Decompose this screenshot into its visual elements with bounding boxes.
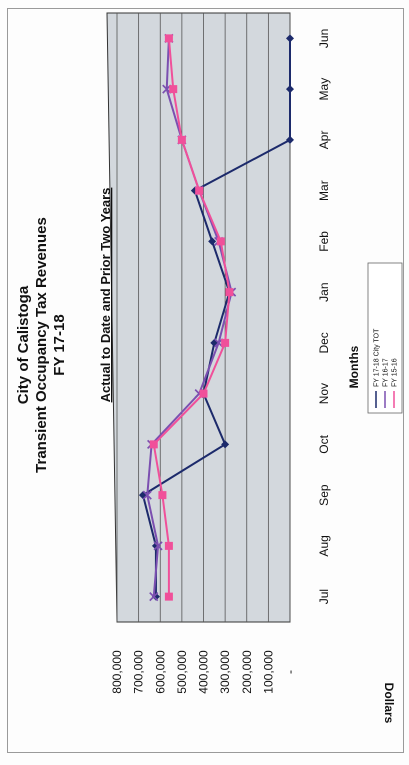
x-tick-label: Feb <box>317 231 331 252</box>
data-point <box>177 135 186 144</box>
series-line <box>146 38 233 597</box>
data-point <box>199 389 208 398</box>
series-line <box>152 38 231 597</box>
y-tick-label: 100,000 <box>261 650 275 694</box>
data-point <box>286 85 294 94</box>
legend-entry: FY 17-18 City TOT <box>374 328 381 387</box>
page-border <box>7 8 404 753</box>
data-point <box>149 592 159 602</box>
y-tick-label: 600,000 <box>153 650 167 694</box>
chart-title-line-1: City of Calistoga <box>15 285 32 404</box>
y-axis-label: Dollars <box>382 683 396 724</box>
data-point <box>142 490 152 500</box>
data-point <box>153 541 163 551</box>
chart-titles: City of Calistoga Transient Occupancy Ta… <box>15 217 68 473</box>
x-tick-label: Oct <box>317 434 331 453</box>
y-tick-label: 200,000 <box>240 650 254 694</box>
x-axis-label: Months <box>347 345 361 388</box>
chart-title-line-3: FY 17-18 <box>51 314 68 375</box>
data-point <box>221 440 230 449</box>
data-point <box>286 34 294 43</box>
data-point <box>164 34 173 43</box>
plot-background <box>106 12 291 623</box>
data-point <box>221 338 230 347</box>
x-tick-label: Aug <box>317 535 331 556</box>
x-tick-label: Mar <box>317 180 331 201</box>
data-point <box>164 592 173 601</box>
y-tick-label: 300,000 <box>218 650 232 694</box>
y-tick-label: 400,000 <box>197 650 211 694</box>
x-tick-label: May <box>317 78 331 101</box>
legend-entry: FY 16-17 <box>383 358 390 387</box>
x-tick-label: Dec <box>317 332 331 353</box>
y-tick-label: - <box>283 670 297 674</box>
x-tick-label: Jul <box>317 589 331 604</box>
y-tick-label: 800,000 <box>110 650 124 694</box>
series-line <box>141 38 291 597</box>
data-point <box>164 541 173 550</box>
data-point <box>286 135 294 144</box>
data-point <box>216 237 225 246</box>
data-point <box>158 491 167 500</box>
x-tick-label: Sep <box>317 484 331 506</box>
data-point <box>169 85 178 94</box>
legend-box <box>367 262 403 414</box>
data-point <box>208 237 217 246</box>
x-tick-label: Apr <box>317 131 331 150</box>
chart-legend: FY 17-18 City TOT FY 16-17 FY 15-16 <box>367 262 403 414</box>
y-tick-label: 700,000 <box>132 650 146 694</box>
x-tick-label: Jun <box>317 29 331 48</box>
chart-title-line-2: Transient Occupancy Tax Revenues <box>33 217 50 473</box>
x-tick-label: Jan <box>317 282 331 301</box>
chart-subtitle: Actual to Date and Prior Two Years <box>98 188 113 403</box>
legend-entry: FY 15-16 <box>392 358 399 387</box>
x-tick-label: Nov <box>317 383 331 404</box>
data-point <box>149 440 158 449</box>
y-tick-label: 500,000 <box>175 650 189 694</box>
data-point <box>195 186 204 195</box>
data-point <box>225 288 234 297</box>
plot-area: - 100,000 200,000 300,000 400,000 500,000 600,… <box>106 12 331 694</box>
